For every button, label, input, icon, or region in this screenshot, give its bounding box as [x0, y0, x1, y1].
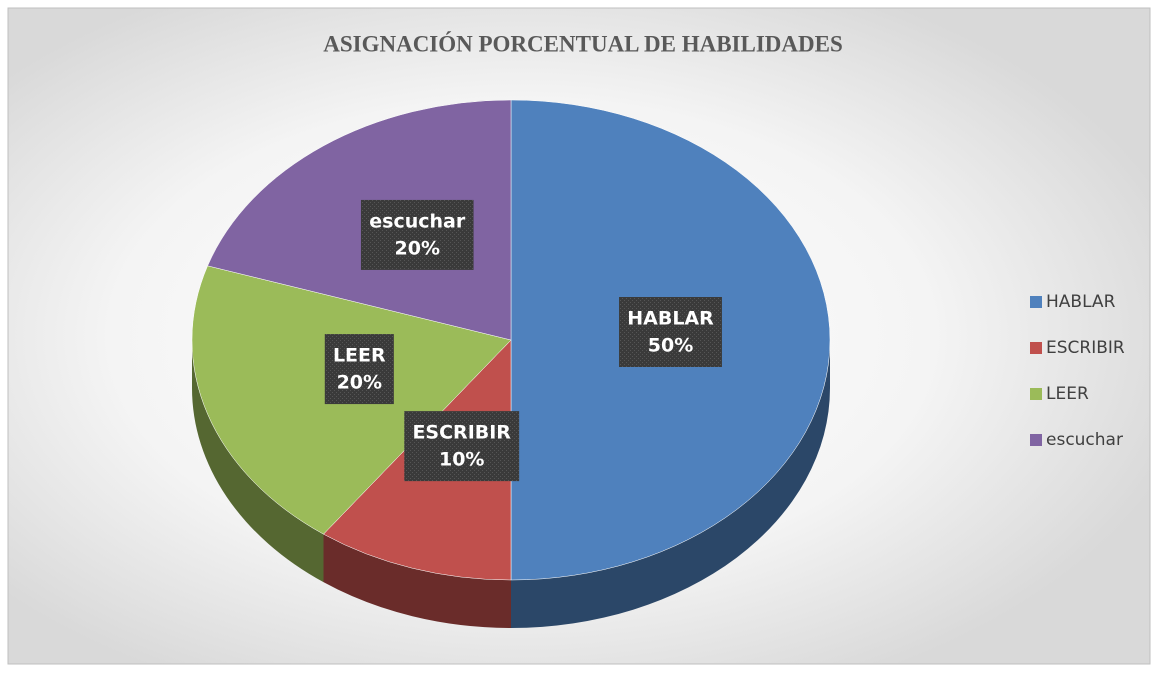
data-label-category: escuchar: [369, 210, 466, 232]
data-label: HABLAR 50%: [619, 297, 722, 367]
slice: [207, 99, 512, 341]
data-label-value: 20%: [395, 237, 440, 259]
data-label-box: [360, 199, 474, 270]
chart-title: ASIGNACIÓN PORCENTUAL DE HABILIDADES: [323, 30, 843, 56]
data-label-box: [324, 334, 394, 405]
legend-label: HABLAR: [1046, 292, 1116, 312]
legend: HABLAR ESCRIBIR LEER escuchar: [1030, 292, 1125, 450]
legend-label: LEER: [1046, 384, 1089, 404]
data-label-value: 20%: [337, 372, 382, 394]
data-label-box: [404, 411, 520, 482]
data-label-category: ESCRIBIR: [412, 422, 511, 444]
data-label-value: 10%: [439, 449, 484, 471]
legend-label: ESCRIBIR: [1046, 338, 1125, 358]
data-label: LEER 20%: [324, 334, 394, 405]
legend-label: escuchar: [1046, 430, 1123, 450]
legend-swatch: [1030, 434, 1042, 446]
data-label: escuchar 20%: [360, 199, 474, 270]
data-label-value: 50%: [648, 335, 693, 357]
data-label-box: [619, 297, 722, 367]
pie: [191, 99, 831, 628]
legend-swatch: [1030, 296, 1042, 308]
legend-swatch: [1030, 388, 1042, 400]
slice-side: [323, 534, 511, 628]
data-labels: HABLAR 50% ESCRIBIR 10% LEER 20% escuchar 20%: [324, 199, 722, 482]
data-label: ESCRIBIR 10%: [404, 411, 520, 482]
slice-side: [192, 340, 324, 583]
data-label-category: HABLAR: [627, 308, 714, 330]
data-label-category: LEER: [333, 345, 386, 367]
legend-swatch: [1030, 342, 1042, 354]
